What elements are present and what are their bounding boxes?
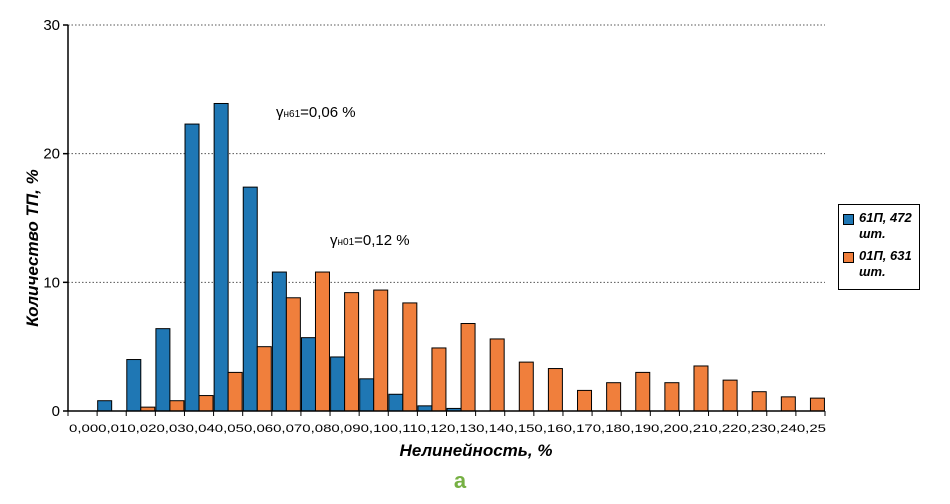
bar-01p-0,17 (577, 389, 593, 412)
bar-01p-0,20 (664, 382, 680, 412)
x-tick-labels: 0,000,010,020,030,040,050,060,070,080,09… (69, 423, 826, 435)
annotation-gamma-61-symbol: γ (276, 104, 284, 121)
bar-01p-0,04 (198, 395, 214, 412)
annotation-gamma-01-value: =0,12 % (354, 232, 409, 249)
bar-01p-0,22 (722, 379, 738, 412)
bar-61p-0,03 (155, 328, 171, 412)
bar-61p-0,08 (300, 337, 316, 412)
legend-label-01p-line2: шт. (859, 264, 886, 279)
bar-01p-0,23 (751, 391, 767, 412)
bar-01p-0,13 (460, 323, 476, 412)
bar-01p-0,18 (606, 382, 622, 412)
bar-61p-0,05 (213, 102, 229, 412)
bar-01p-0,12 (431, 347, 447, 412)
y-tick-label: 10 (43, 274, 60, 291)
y-tick-label: 30 (43, 17, 60, 34)
bar-61p-0,04 (184, 123, 200, 412)
legend-label-61p: 61П, 472 шт. (859, 210, 912, 242)
legend: 61П, 472 шт. 01П, 631 шт. (838, 204, 920, 290)
panel-label: а (454, 468, 467, 493)
bar-01p-0,21 (693, 365, 709, 412)
legend-label-61p-line2: шт. (859, 226, 886, 241)
bar-61p-0,06 (242, 186, 258, 412)
bar-61p-0,11 (388, 393, 404, 412)
x-axis-title: Нелинейность, % (400, 441, 553, 460)
legend-swatch-01p (843, 252, 854, 263)
legend-label-01p: 01П, 631 шт. (859, 248, 912, 280)
bar-01p-0,16 (547, 368, 563, 412)
bar-01p-0,08 (314, 271, 330, 412)
bar-01p-0,15 (518, 361, 534, 412)
y-tick-label: 0 (52, 403, 60, 420)
bar-01p-0,07 (285, 297, 301, 412)
bar-61p-0,02 (126, 359, 142, 412)
bar-01p-0,19 (635, 371, 651, 412)
bar-01p-0,11 (402, 302, 418, 412)
bar-61p-0,10 (359, 378, 375, 412)
legend-label-61p-line1: 61П, 472 (859, 210, 912, 225)
bar-61p-0,07 (271, 271, 287, 412)
axes (63, 24, 826, 416)
bar-01p-0,14 (489, 338, 505, 412)
bars-layer (97, 102, 825, 412)
grid-lines (68, 24, 825, 283)
bar-01p-0,05 (227, 371, 243, 412)
legend-swatch-61p (843, 214, 854, 225)
annotation-gamma-01-symbol: γ (330, 232, 338, 249)
bar-01p-0,10 (373, 289, 389, 412)
legend-label-01p-line1: 01П, 631 (859, 248, 912, 263)
y-axis-title: Количество ТП, % (23, 169, 42, 326)
annotation-gamma-01: γн01=0,12 % (330, 232, 410, 249)
bar-01p-0,03 (169, 400, 185, 412)
annotation-gamma-61-subscript: н61 (284, 109, 301, 120)
bar-61p-0,09 (330, 356, 346, 412)
bar-01p-0,24 (780, 396, 796, 412)
annotation-gamma-01-subscript: н01 (338, 237, 355, 248)
annotation-gamma-61-value: =0,06 % (300, 104, 355, 121)
annotation-gamma-61: γн61=0,06 % (276, 104, 356, 121)
y-tick-labels: 0 10 20 30 (43, 17, 60, 420)
bar-01p-0,09 (344, 292, 360, 412)
bar-01p-0,25 (809, 397, 825, 412)
bar-61p-0,01 (97, 400, 113, 412)
legend-item-01p: 01П, 631 шт. (843, 248, 915, 280)
legend-item-61p: 61П, 472 шт. (843, 210, 915, 242)
bar-01p-0,06 (256, 346, 272, 412)
bar-61p-0,12 (417, 405, 433, 412)
y-tick-label: 20 (43, 146, 60, 163)
